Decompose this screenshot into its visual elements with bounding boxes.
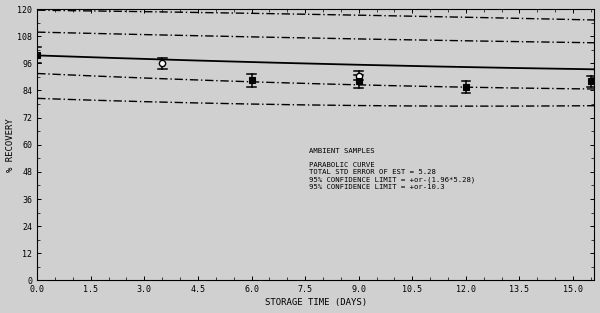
X-axis label: STORAGE TIME (DAYS): STORAGE TIME (DAYS) <box>265 298 367 307</box>
Y-axis label: % RECOVERY: % RECOVERY <box>5 118 14 172</box>
Text: AMBIENT SAMPLES

PARABOLIC CURVE
TOTAL STD ERROR OF EST = 5.28
95% CONFIDENCE LI: AMBIENT SAMPLES PARABOLIC CURVE TOTAL ST… <box>308 148 475 190</box>
